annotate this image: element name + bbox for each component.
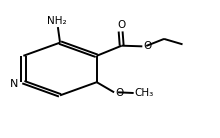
Text: O: O — [117, 20, 126, 30]
Text: O: O — [143, 41, 151, 51]
Text: CH₃: CH₃ — [134, 88, 154, 98]
Text: O: O — [115, 88, 123, 98]
Text: N: N — [9, 79, 18, 89]
Text: NH₂: NH₂ — [47, 16, 67, 26]
